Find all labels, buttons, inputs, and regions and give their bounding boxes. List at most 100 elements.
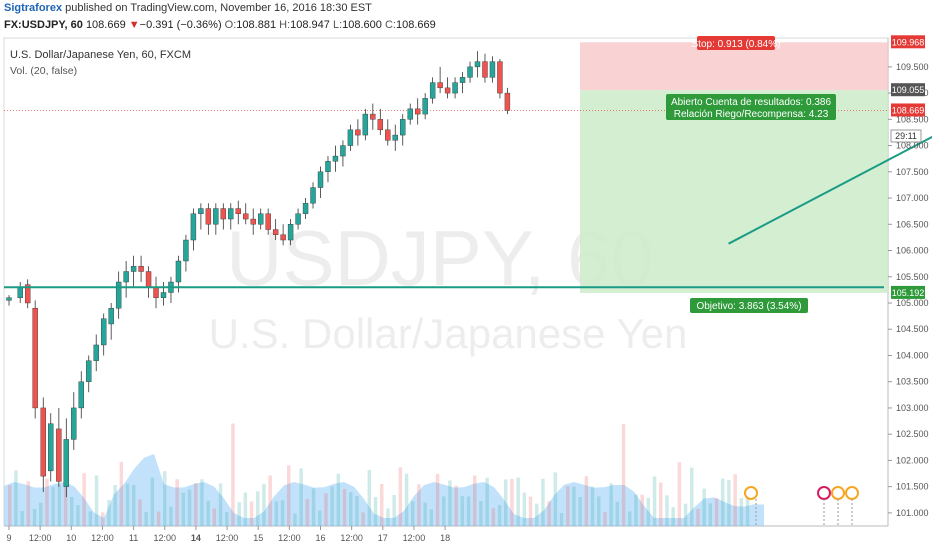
candle	[474, 51, 481, 78]
candle	[86, 355, 92, 393]
candle	[71, 392, 77, 450]
x-tick-label: 12:00	[340, 533, 363, 543]
price-axis-label-bg	[891, 83, 925, 97]
candle-body	[414, 108, 421, 115]
author-link[interactable]: Sigtraforex	[4, 2, 63, 14]
event-flag-icon[interactable]	[817, 486, 831, 500]
volume-bar	[187, 489, 192, 526]
y-tick-label: 104.500	[896, 324, 929, 334]
candle	[377, 108, 384, 136]
volume-bar	[57, 485, 62, 526]
volume-bar	[398, 467, 403, 526]
candle	[130, 255, 137, 288]
volume-bar	[39, 502, 43, 526]
candle-body	[355, 129, 361, 136]
y-tick-label: 106.500	[896, 219, 929, 229]
open-pnl-text: Abierto Cuenta de resultados: 0.386	[671, 97, 832, 108]
volume-bar	[380, 484, 384, 526]
volume-bar	[528, 496, 533, 526]
candle	[220, 203, 227, 230]
volume-bar	[485, 477, 489, 526]
price-axis-label: 105.192	[891, 285, 925, 299]
candle	[272, 219, 279, 241]
volume-bar	[683, 503, 688, 526]
volume-bar	[466, 496, 471, 526]
candle-body	[175, 260, 182, 283]
volume-bar	[107, 500, 111, 526]
candle	[407, 103, 413, 125]
volume-bar	[659, 482, 663, 526]
volume-bar	[51, 487, 55, 526]
candle	[250, 208, 256, 235]
volume-bar	[628, 511, 632, 526]
candle	[40, 397, 46, 492]
candle-body	[265, 213, 271, 230]
candle	[56, 407, 62, 487]
candle-body	[228, 208, 234, 220]
candle-body	[459, 77, 466, 83]
candle-body	[347, 129, 354, 146]
y-tick-label: 105.500	[896, 272, 929, 282]
volume-bar	[268, 475, 272, 526]
candle-body	[40, 407, 46, 477]
candle	[362, 108, 369, 141]
volume-bar	[20, 511, 24, 526]
high-value: 108.947	[290, 19, 330, 31]
legend-title: U.S. Dollar/Japanese Yen, 60, FXCM	[10, 49, 191, 61]
volume-bar	[665, 495, 669, 526]
candle-body	[504, 92, 511, 111]
candle-body	[108, 308, 114, 325]
candle-body	[310, 187, 316, 204]
countdown-text: 29:11	[895, 131, 917, 141]
volume-bar	[94, 475, 99, 526]
watermark-name: U.S. Dollar/Japanese Yen	[209, 310, 688, 357]
y-tick-label: 105.000	[896, 298, 929, 308]
candle	[48, 413, 54, 482]
event-icon[interactable]	[744, 486, 758, 500]
candle	[414, 98, 421, 125]
risk-reward-text: Relación Riego/Recompensa: 4.23	[674, 109, 829, 120]
y-tick-label: 101.000	[896, 508, 929, 518]
stop-label: Stop: 0.913 (0.84%)	[692, 36, 780, 50]
candle-body	[332, 155, 339, 162]
volume-bar	[32, 508, 37, 526]
candle-body	[190, 213, 197, 241]
volume-bar	[132, 484, 136, 526]
volume-bar	[243, 492, 248, 526]
candle-body	[444, 87, 451, 94]
volume-bar	[26, 481, 31, 526]
candle-body	[325, 161, 331, 173]
x-tick-label: 12:00	[216, 533, 239, 543]
volume-bar	[566, 486, 570, 526]
candle-body	[160, 292, 167, 298]
candle	[243, 203, 249, 225]
candle	[205, 203, 212, 235]
candle	[444, 77, 451, 99]
volume-bar	[76, 505, 80, 526]
volume-bar	[392, 495, 396, 526]
candle-body	[63, 439, 70, 487]
volume-bar	[510, 478, 514, 526]
event-flag-icon[interactable]	[845, 486, 859, 500]
change-arrow: ▼	[128, 19, 140, 31]
x-tick-label: 11	[129, 533, 138, 543]
ohlc-line: FX:USDJPY, 60 108.669 ▼−0.391 (−0.36%) O…	[4, 19, 436, 31]
y-tick-label: 103.500	[896, 377, 929, 387]
candle-body	[138, 266, 144, 272]
candle	[504, 87, 511, 115]
volume-bar	[714, 498, 719, 526]
volume-bar	[578, 497, 582, 526]
x-tick-label: 18	[440, 533, 450, 543]
x-tick-label: 14	[191, 533, 201, 543]
candle	[392, 124, 398, 151]
y-tick-label: 108.000	[896, 141, 929, 151]
volume-bar	[342, 489, 347, 526]
event-flag-icon[interactable]	[831, 486, 845, 500]
volume-bar	[324, 493, 328, 526]
volume-bar	[739, 498, 744, 526]
event-markers[interactable]	[744, 486, 859, 526]
volume-bar	[597, 496, 601, 526]
countdown-tag: 29:11	[890, 129, 922, 143]
volume-bar	[156, 511, 161, 526]
